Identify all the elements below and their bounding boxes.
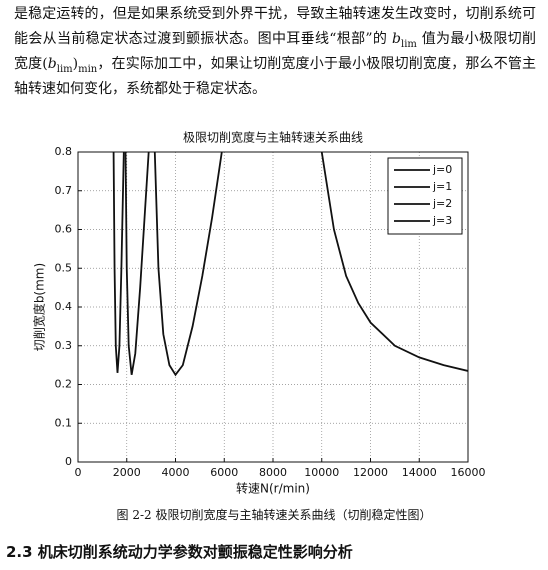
- y-tick-label: 0.1: [55, 416, 73, 429]
- y-tick-label: 0.4: [55, 300, 73, 313]
- y-tick-label: 0.2: [55, 378, 73, 391]
- x-tick-label: 2000: [113, 466, 141, 479]
- y-tick-label: 0.3: [55, 339, 73, 352]
- section-heading: 2.3 机床切削系统动力学参数对颤振稳定性影响分析: [6, 543, 353, 561]
- text-run: 是稳定运转的，但是如果系统受到外界干扰，导致主轴转速发生改变时，切削系统可能会从…: [14, 6, 536, 47]
- plot-frame: [77, 151, 469, 463]
- x-tick-label: 10000: [304, 466, 339, 479]
- x-tick-label: 12000: [353, 466, 388, 479]
- x-tick-label: 0: [75, 466, 82, 479]
- text-run: 值为最小极限切削宽度(: [14, 31, 537, 72]
- legend-label: j=2: [432, 197, 452, 210]
- y-tick-label: 0: [65, 455, 72, 468]
- chart-title: 极限切削宽度与主轴转速关系曲线: [183, 130, 363, 145]
- text-run: ，在实际加工中，如果让切削宽度小于最小极限切削宽度，那么不管主轴转速如何变化，系…: [14, 56, 537, 97]
- x-axis-label: 转速N(r/min): [236, 481, 310, 496]
- text-run: b: [47, 56, 57, 72]
- x-tick-label: 8000: [259, 466, 287, 479]
- legend-label: j=0: [432, 163, 452, 176]
- y-tick-label: 0.7: [55, 184, 73, 197]
- x-tick-label: 4000: [162, 466, 190, 479]
- y-tick-label: 0.8: [55, 145, 73, 158]
- legend-label: j=3: [432, 214, 452, 227]
- y-axis-label: 切削宽度b(mm): [32, 263, 47, 351]
- data-line: [112, 152, 125, 373]
- figure-caption: 图 2-2 极限切削宽度与主轴转速关系曲线（切削稳定性图）: [116, 508, 432, 522]
- y-tick-label: 0.5: [55, 261, 73, 274]
- text-run: min: [78, 63, 98, 75]
- text-run: lim: [56, 63, 73, 75]
- x-tick-label: 14000: [402, 466, 437, 479]
- data-line: [320, 152, 468, 372]
- text-run: ): [72, 56, 79, 72]
- y-tick-label: 0.6: [55, 223, 73, 236]
- chart: 极限切削宽度与主轴转速关系曲线 转速N(r/min) 切削宽度b(mm) 0 0.…: [32, 130, 486, 496]
- paragraph: 是稳定运转的，但是如果系统受到外界干扰，导致主轴转速发生改变时，切削系统可能会从…: [14, 2, 536, 102]
- x-tick-label: 16000: [451, 466, 486, 479]
- text-run: lim: [401, 38, 417, 50]
- data-line: [124, 152, 150, 375]
- text-run: b: [392, 31, 402, 47]
- legend-label: j=1: [432, 180, 452, 193]
- x-tick-label: 6000: [210, 466, 238, 479]
- data-line: [153, 152, 223, 377]
